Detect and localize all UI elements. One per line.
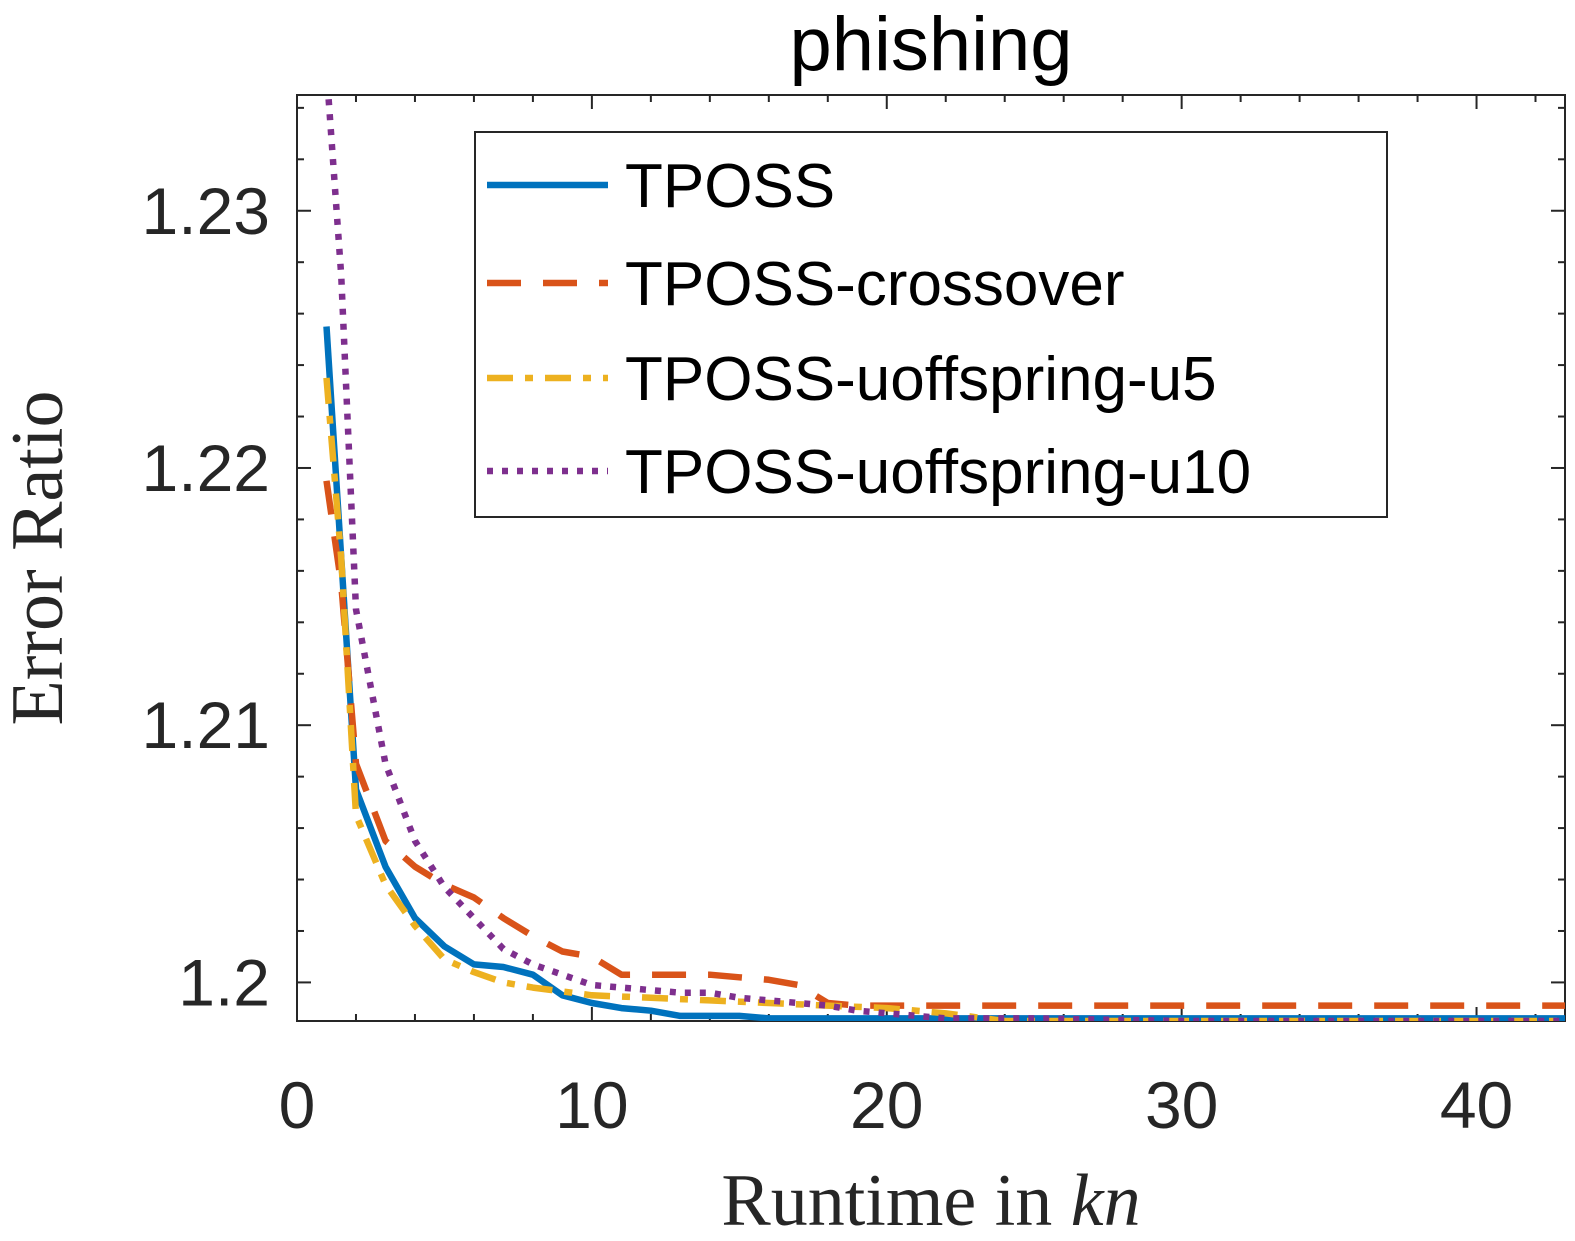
legend-label-1: TPOSS [625,152,835,221]
y-tick-label: 1.22 [142,431,270,505]
x-axis-label-italic: kn [1071,1160,1141,1241]
x-tick-label: 10 [555,1068,628,1142]
series-layer [323,95,1565,1021]
series-line-2 [323,480,1565,1009]
x-tick-label: 20 [850,1068,923,1142]
x-axis-label: Runtime in kn [721,1160,1140,1241]
legend-label-2: TPOSS-crossover [625,250,1125,319]
y-axis: 1.2 1.21 1.22 1.23 [142,106,1565,1019]
legend: TPOSS TPOSS-crossover TPOSS-uoffspring-u5 T… [474,131,1388,518]
x-tick-label: 40 [1440,1068,1513,1142]
x-tick-label: 0 [279,1068,316,1142]
series-line-4 [325,95,1565,1021]
legend-label-3: TPOSS-uoffspring-u5 [625,345,1217,414]
chart-title: phishing [789,2,1072,87]
y-tick-label: 1.21 [142,688,270,762]
series-line-3 [323,377,1565,1021]
legend-label-4: TPOSS-uoffspring-u10 [625,438,1251,507]
x-axis: 0 10 20 30 40 [279,95,1537,1142]
x-tick-label: 30 [1145,1068,1218,1142]
y-tick-label: 1.23 [142,174,270,248]
x-axis-label-main: Runtime in [721,1160,1070,1241]
legend-box [474,131,1388,518]
y-tick-label: 1.2 [178,945,270,1019]
y-axis-label: Error Ratio [0,391,79,726]
